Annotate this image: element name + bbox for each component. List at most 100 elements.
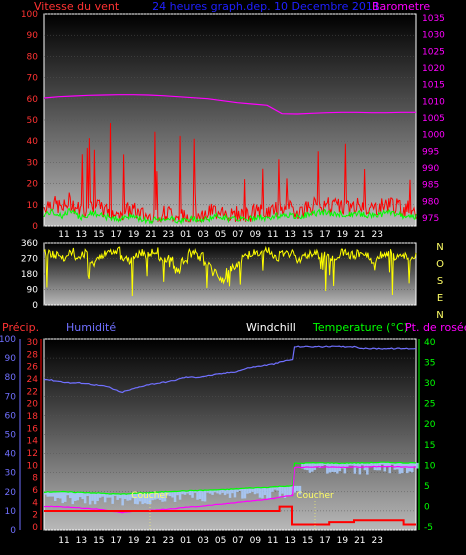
windchill-bar: [151, 492, 154, 501]
wind-tick-label: 70: [27, 74, 39, 84]
panel1-x-tick-label: 23: [371, 230, 382, 240]
windchill-bar: [308, 463, 312, 473]
windchill-bar: [44, 492, 47, 495]
precip-tick-label: 16: [27, 424, 39, 434]
windchill-bar: [208, 490, 212, 494]
windchill-bar: [146, 493, 149, 505]
precip-tick-label: 24: [27, 375, 39, 385]
windchill-bar: [303, 463, 307, 470]
windchill-bar: [168, 492, 172, 497]
windchill-bar: [288, 485, 292, 496]
wind-tick-label: 80: [27, 52, 39, 62]
windchill-bar: [296, 485, 299, 491]
compass-label: N: [436, 310, 443, 321]
windchill-bar: [261, 487, 264, 499]
wind-tick-label: 100: [21, 10, 38, 20]
humidity-tick-label: 80: [5, 373, 17, 383]
panel1-x-tick-label: 21: [354, 230, 365, 240]
windchill-bar: [191, 490, 194, 498]
windchill-bar: [183, 491, 187, 495]
direction-tick-label: 90: [27, 286, 39, 296]
panel1-x-tick-label: 13: [76, 230, 87, 240]
temperature-tick-label: 15: [424, 441, 435, 451]
humidity-tick-label: 50: [5, 431, 17, 441]
windchill-bar: [263, 487, 267, 495]
windchill-bar: [321, 462, 324, 467]
temperature-tick-label: -5: [424, 523, 433, 533]
windchill-bar: [96, 492, 99, 501]
panel2-series: [43, 245, 417, 297]
windchill-bar: [351, 463, 354, 466]
windchill-bar: [391, 462, 394, 465]
windchill-bar: [236, 489, 239, 492]
windchill-bar: [278, 486, 282, 498]
windchill-bar: [256, 487, 259, 494]
precip-tick-label: 30: [27, 338, 39, 348]
windchill-bar: [381, 462, 384, 465]
precip-tick-label: 22: [27, 387, 38, 397]
panel1-x-tick-label: 23: [163, 230, 174, 240]
windchill-bar: [196, 490, 199, 500]
humidity-line: [43, 345, 417, 394]
windchill-bar: [91, 492, 94, 501]
windchill-bar: [228, 489, 232, 498]
direction-tick-label: 180: [21, 270, 38, 280]
temperature-label: Temperature (°C): [312, 321, 408, 334]
temperature-tick-label: 0: [424, 502, 430, 512]
wind-tick-label: 90: [27, 31, 39, 41]
wind-axis-label: Vitesse du vent: [34, 0, 120, 13]
panel3-x-tick-label: 23: [163, 536, 174, 546]
windchill-label: Windchill: [246, 321, 296, 334]
windchill-bar: [59, 491, 62, 499]
wind-tick-label: 0: [32, 222, 38, 232]
panel3-x-tick-label: 17: [110, 536, 121, 546]
windchill-bar: [74, 492, 77, 501]
windchill-bar: [386, 462, 389, 467]
windchill-bar: [343, 463, 347, 474]
panel3-x-tick-label: 11: [267, 536, 278, 546]
windchill-bar: [238, 488, 242, 491]
windchill-bar: [186, 490, 189, 494]
windchill-bar: [406, 462, 409, 474]
wind-tick-label: 20: [27, 180, 39, 190]
wind-gust-line: [43, 207, 417, 225]
humidity-tick-label: 100: [0, 335, 16, 345]
windchill-bar: [216, 490, 219, 494]
panel1-x-tick-label: 03: [197, 230, 208, 240]
barometer-tick-label: 1020: [422, 64, 445, 74]
windchill-bar: [111, 493, 114, 504]
panel1-x-tick-label: 15: [93, 230, 104, 240]
temperature-tick-label: 35: [424, 359, 435, 369]
windchill-bar: [218, 490, 222, 495]
windchill-bar: [401, 462, 404, 474]
windchill-bar: [101, 492, 104, 497]
windchill-bar: [51, 492, 54, 497]
windchill-bar: [161, 492, 164, 502]
panel1-x-tick-label: 17: [110, 230, 121, 240]
panel3-x-tick-label: 01: [180, 536, 191, 546]
panel1-series: [43, 94, 417, 225]
precip-tick-label: 18: [27, 412, 39, 422]
panel1-x-tick-label: 17: [319, 230, 330, 240]
windchill-bar: [316, 462, 319, 467]
windchill-bar: [258, 487, 262, 498]
windchill-bar: [226, 489, 229, 494]
windchill-bar: [61, 491, 64, 504]
windchill-bar: [221, 490, 224, 493]
humidity-tick-label: 20: [5, 488, 17, 498]
panel3-x-tick-label: 15: [93, 536, 104, 546]
windchill-bar: [148, 492, 152, 504]
panel1-title: 24 heures graph.dep. 10 Decembre 2011: [152, 0, 380, 13]
precip-tick-label: 10: [27, 461, 39, 471]
windchill-bar: [371, 462, 374, 467]
panel3-x-tick-label: 11: [58, 536, 69, 546]
windchill-bar: [251, 487, 254, 492]
barometer-tick-label: 980: [422, 197, 439, 207]
humidity-tick-label: 70: [5, 392, 17, 402]
humidity-tick-label: 10: [5, 507, 17, 517]
compass-label: N: [436, 242, 443, 253]
panel3-x-tick-label: 19: [337, 536, 349, 546]
precip-tick-label: 20: [27, 400, 39, 410]
